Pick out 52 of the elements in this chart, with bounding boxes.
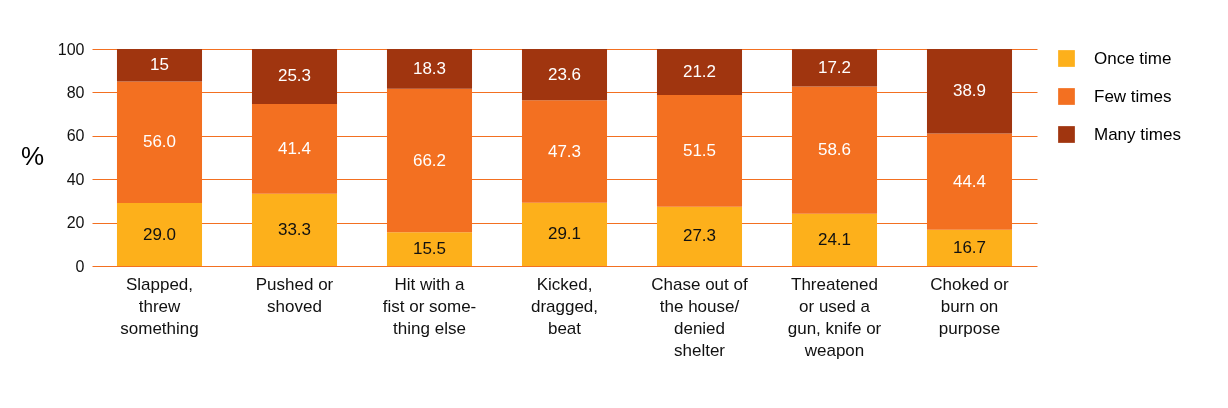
data-label: 58.6	[817, 140, 852, 160]
data-label: 25.3	[277, 66, 312, 86]
bar	[251, 193, 338, 266]
data-label: 41.4	[277, 138, 312, 158]
legend-label: Few times	[1094, 86, 1172, 106]
y-tick-label: 40	[66, 170, 85, 188]
y-tick-label: 20	[66, 214, 85, 232]
y-tick-label: 60	[66, 127, 85, 145]
x-tick-label: Pushed or shoved	[255, 274, 334, 316]
bar	[656, 206, 743, 266]
data-label: 15	[150, 55, 169, 75]
data-label: 66.2	[412, 150, 447, 170]
y-tick-label: 80	[66, 83, 85, 101]
data-label: 16.7	[952, 237, 987, 257]
bar	[386, 232, 473, 266]
y-tick-label: 0	[75, 257, 85, 275]
data-label: 47.3	[547, 141, 582, 161]
bar	[386, 49, 473, 89]
data-label: 51.5	[682, 140, 717, 160]
bar	[791, 213, 878, 266]
bar	[116, 49, 203, 82]
data-label: 15.5	[412, 239, 447, 259]
x-tick-label: Choked or burn on purpose	[930, 274, 1010, 338]
data-label: 56.0	[142, 132, 177, 152]
bar	[521, 202, 608, 266]
data-label: 29.1	[547, 224, 582, 244]
bar	[251, 49, 338, 104]
bar	[521, 49, 608, 101]
legend-label: Once time	[1094, 48, 1172, 68]
bar	[791, 49, 878, 87]
x-tick-label: Threatened or used a gun, knife or weapon	[787, 274, 882, 360]
legend-label: Many times	[1094, 124, 1181, 144]
data-label: 21.2	[682, 62, 717, 81]
data-label: 24.1	[817, 229, 852, 249]
data-label: 18.3	[412, 58, 447, 78]
data-label: 27.3	[682, 226, 717, 246]
data-label: 29.0	[142, 224, 177, 244]
x-tick-label: Kicked, dragged, beat	[530, 274, 599, 338]
data-label: 38.9	[952, 81, 987, 101]
x-tick-label: Slapped, threw something	[120, 274, 199, 338]
data-label: 33.3	[277, 219, 312, 239]
y-tick-label: 100	[57, 40, 85, 58]
x-tick-label: Hit with a fist or some- thing else	[382, 274, 477, 338]
y-axis-title: %	[20, 140, 45, 171]
data-label: 17.2	[817, 57, 852, 77]
data-label: 44.4	[952, 171, 987, 191]
data-label: 23.6	[547, 64, 582, 84]
bar	[926, 49, 1013, 134]
bar	[926, 229, 1013, 266]
bar	[656, 49, 743, 95]
bar	[116, 203, 203, 266]
x-tick-label: Chase out of the house/ denied shelter	[651, 274, 748, 360]
